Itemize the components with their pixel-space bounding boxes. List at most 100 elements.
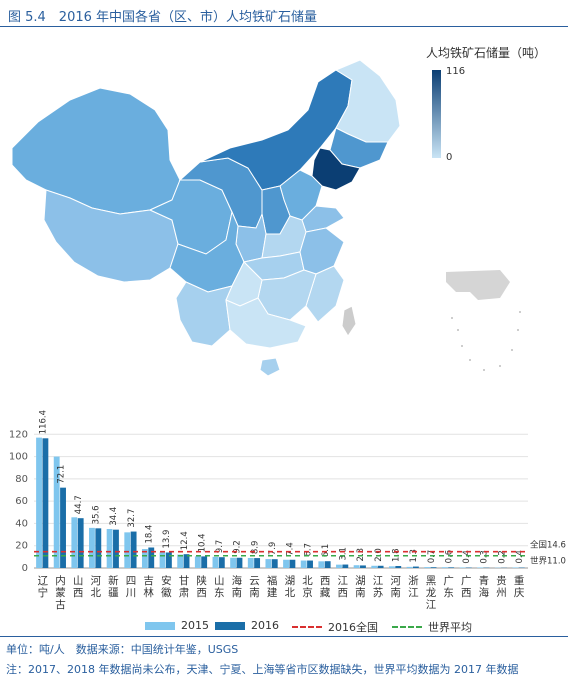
value-label: 44.7 [74,495,84,514]
category-label: 新 [108,574,119,587]
bar-2016 [324,561,331,568]
bar-2015 [477,567,484,568]
bar-2015 [141,549,148,568]
category-label: 西 [196,587,207,599]
category-label: 北 [91,587,102,599]
map-legend-title: 人均铁矿石储量（吨） [426,46,547,60]
bar-2015 [159,552,166,568]
legend-label-national: 2016全国 [328,621,378,634]
legend-item-2016: 2016 [215,619,279,632]
category-label: 河 [91,575,102,587]
bar-2016 [130,531,137,568]
bar-2016 [77,518,84,568]
value-label: 34.4 [109,507,119,526]
unit-source: 单位：吨/人 数据来源：中国统计年鉴，USGS [6,643,239,656]
bar-2016 [307,560,313,568]
map-legend-colorbar [432,70,441,158]
category-label: 海 [479,586,490,599]
category-label: 北 [302,575,313,587]
bar-2015 [388,566,395,568]
region-yunnan [175,281,233,347]
category-label: 湖 [285,575,296,587]
map-legend-max: 116 [446,66,466,77]
region-taiwan [341,305,357,337]
value-label: 10.4 [197,533,207,552]
value-label: 32.7 [127,509,137,528]
figure-title: 图 5.4 2016 年中国各省（区、市）人均铁矿石储量 [8,10,318,25]
bar-2016 [342,564,349,568]
legend-label-world: 世界平均 [428,621,472,634]
category-label: 南 [232,586,243,599]
category-label: 四 [126,575,137,587]
region-sichuan [169,210,245,293]
value-label: 3.1 [339,547,349,561]
value-label: 13.9 [162,530,172,549]
bar-2016 [430,567,437,568]
category-label: 东 [214,586,225,599]
category-label: 安 [161,574,172,587]
category-label: 州 [496,587,507,599]
region-guangxi-guangdong [225,297,307,349]
bar-2015 [441,567,448,568]
bar-2016 [201,556,208,568]
category-label: 蒙 [55,586,66,599]
category-label: 甘 [179,574,190,587]
value-label: 2.3 [356,548,366,562]
footnote: 注：2017、2018 年数据尚未公布，天津、宁夏、上海等省市区数据缺失，世界平… [6,663,519,676]
bar-2015 [459,567,466,568]
value-label: 9.7 [215,540,225,554]
y-tick-label: 0 [22,563,28,574]
legend-label-2015: 2015 [181,619,209,632]
legend-item-2015: 2015 [145,619,209,632]
legend-item-national: 2016全国 [292,619,378,635]
bar-2016 [165,552,172,568]
category-label: 古 [55,598,66,611]
legend-swatch-2016 [215,621,245,630]
bar-2016 [218,557,225,568]
category-label: 海 [232,574,243,587]
bar-2015 [265,559,272,568]
legend-item-world: 世界平均 [392,619,472,635]
bar-2016 [412,566,419,568]
category-label: 藏 [320,587,331,599]
category-label: 广 [461,575,472,587]
category-label: 京 [302,586,313,599]
region-hainan [259,357,281,377]
bar-2015 [36,437,42,568]
value-label: 72.1 [56,465,66,484]
category-label: 云 [249,575,260,587]
category-label: 江 [426,599,437,611]
category-label: 北 [285,587,296,599]
legend-label-2016: 2016 [251,619,279,632]
bar-2015 [318,561,325,568]
y-tick-label: 20 [15,541,28,552]
bar-2016 [148,547,155,568]
bar-2015 [89,527,95,568]
category-label: 林 [143,586,154,599]
bar-2015 [106,529,113,568]
bar-2016 [183,554,190,568]
bar-2015 [353,565,360,568]
value-label: 12.4 [180,531,190,550]
bar-2016 [395,565,402,568]
value-label: 18.4 [145,525,155,544]
category-label: 南 [249,586,260,599]
y-tick-label: 100 [9,452,28,463]
bar-2015 [194,556,201,568]
category-label: 江 [408,587,419,599]
legend-line-world [392,626,422,628]
category-label: 苏 [373,586,384,599]
bar-2016 [42,438,49,568]
bar-chart: 020406080100120116.4辽宁72.1内蒙古44.7山西35.6河… [9,410,566,611]
map-svg [11,59,521,377]
category-label: 西 [320,575,331,587]
category-label: 河 [390,575,401,587]
category-label: 浙 [408,575,419,587]
bar-2015 [230,557,237,568]
category-label: 青 [479,574,490,587]
south-sea-islands [451,311,521,371]
category-label: 山 [214,575,225,587]
south-china-sea-inset [446,270,510,300]
value-label: 6.7 [303,543,313,557]
value-label: 6.1 [321,544,331,558]
